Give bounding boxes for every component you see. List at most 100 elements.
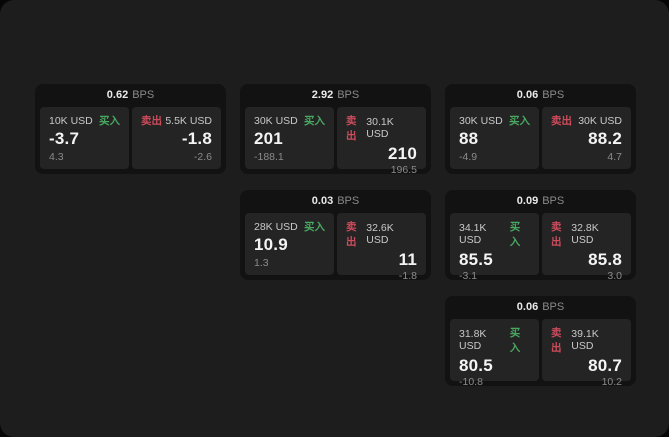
- buy-price: 80.5: [459, 356, 493, 375]
- buy-amount: 10K USD: [49, 114, 93, 127]
- bps-unit-label: BPS: [132, 89, 155, 101]
- buy-price: 88: [459, 129, 479, 148]
- sell-tile[interactable]: 卖出 39.1K USD 80.7 10.2: [542, 319, 631, 388]
- sell-delta: 3.0: [607, 270, 622, 282]
- quote-panels: 10K USD 买入 -3.7 4.3 卖出 5.5K USD -1.8 -2.…: [40, 107, 221, 169]
- bps-unit-label: BPS: [542, 301, 565, 313]
- buy-delta: 4.3: [49, 151, 64, 163]
- buy-side-label: 买入: [304, 115, 325, 127]
- sell-tile-header: 卖出 39.1K USD: [551, 325, 622, 355]
- quote-card: 0.03 BPS 28K USD 买入 10.9 1.3 卖出 32.6K US…: [240, 190, 431, 282]
- buy-amount: 28K USD: [254, 220, 298, 233]
- buy-amount: 30K USD: [459, 114, 503, 127]
- buy-delta: 1.3: [254, 257, 269, 269]
- quote-panels: 31.8K USD 买入 80.5 -10.8 卖出 39.1K USD 80.…: [450, 319, 631, 388]
- bps-unit-label: BPS: [337, 195, 360, 207]
- bps-value: 0.62: [106, 89, 129, 101]
- buy-tile-header: 10K USD 买入: [49, 113, 120, 128]
- sell-tile[interactable]: 卖出 30.1K USD 210 196.5: [337, 107, 426, 176]
- sell-amount: 39.1K USD: [571, 328, 599, 352]
- cards-grid: 0.62 BPS 10K USD 买入 -3.7 4.3 卖出 5.5K USD…: [35, 84, 636, 388]
- sell-tile[interactable]: 卖出 32.6K USD 11 -1.8: [337, 213, 426, 282]
- buy-tile-header: 34.1K USD 买入: [459, 219, 530, 249]
- bps-value: 0.03: [311, 195, 334, 207]
- bps-unit-label: BPS: [337, 89, 360, 101]
- sell-amount: 30K USD: [578, 114, 622, 127]
- sell-side-label: 卖出: [551, 221, 562, 248]
- sell-delta: 10.2: [601, 376, 622, 388]
- sell-price: 88.2: [588, 129, 622, 148]
- buy-side-label: 买入: [99, 115, 120, 127]
- sell-tile-header: 卖出 5.5K USD: [141, 113, 212, 128]
- sell-price: 85.8: [588, 250, 622, 269]
- sell-side-label: 卖出: [141, 115, 162, 127]
- buy-tile[interactable]: 10K USD 买入 -3.7 4.3: [40, 107, 129, 169]
- buy-side-label: 买入: [304, 221, 325, 233]
- buy-amount: 31.8K USD: [459, 328, 487, 352]
- sell-delta: 4.7: [607, 151, 622, 163]
- buy-amount: 34.1K USD: [459, 222, 487, 246]
- bps-unit-label: BPS: [542, 195, 565, 207]
- buy-tile-header: 30K USD 买入: [459, 113, 530, 128]
- sell-amount: 32.8K USD: [571, 222, 599, 246]
- card-header: 0.06 BPS: [450, 296, 631, 319]
- sell-amount: 5.5K USD: [165, 114, 212, 127]
- sell-price: 210: [388, 144, 417, 163]
- quote-card: 0.06 BPS 30K USD 买入 88 -4.9 卖出 30K USD 8…: [445, 84, 636, 174]
- buy-amount: 30K USD: [254, 114, 298, 127]
- buy-price: 201: [254, 129, 283, 148]
- sell-tile[interactable]: 卖出 32.8K USD 85.8 3.0: [542, 213, 631, 282]
- buy-delta: -3.1: [459, 270, 478, 282]
- quote-card: 0.09 BPS 34.1K USD 买入 85.5 -3.1 卖出 32.8K…: [445, 190, 636, 282]
- sell-delta: -2.6: [193, 151, 212, 163]
- buy-side-label: 买入: [509, 221, 521, 248]
- buy-tile[interactable]: 34.1K USD 买入 85.5 -3.1: [450, 213, 539, 282]
- buy-delta: -4.9: [459, 151, 478, 163]
- quote-card: 0.62 BPS 10K USD 买入 -3.7 4.3 卖出 5.5K USD…: [35, 84, 226, 174]
- sell-tile[interactable]: 卖出 30K USD 88.2 4.7: [542, 107, 631, 169]
- buy-price: 10.9: [254, 235, 288, 254]
- buy-side-label: 买入: [509, 115, 530, 127]
- bps-value: 0.06: [516, 89, 539, 101]
- bps-value: 0.06: [516, 301, 539, 313]
- sell-delta: -1.8: [398, 270, 417, 282]
- bps-value: 2.92: [311, 89, 334, 101]
- sell-delta: 196.5: [390, 164, 417, 176]
- card-header: 2.92 BPS: [245, 84, 426, 107]
- buy-tile[interactable]: 28K USD 买入 10.9 1.3: [245, 213, 334, 275]
- quote-panels: 30K USD 买入 201 -188.1 卖出 30.1K USD 210 1…: [245, 107, 426, 176]
- quote-card: 2.92 BPS 30K USD 买入 201 -188.1 卖出 30.1K …: [240, 84, 431, 176]
- sell-tile-header: 卖出 32.6K USD: [346, 219, 417, 249]
- card-header: 0.62 BPS: [40, 84, 221, 107]
- sell-tile[interactable]: 卖出 5.5K USD -1.8 -2.6: [132, 107, 221, 169]
- sell-price: 11: [398, 250, 417, 269]
- buy-tile-header: 28K USD 买入: [254, 219, 325, 234]
- buy-tile[interactable]: 30K USD 买入 88 -4.9: [450, 107, 539, 169]
- buy-price: -3.7: [49, 129, 80, 148]
- card-header: 0.03 BPS: [245, 190, 426, 213]
- quote-panels: 28K USD 买入 10.9 1.3 卖出 32.6K USD 11 -1.8: [245, 213, 426, 282]
- buy-tile-header: 30K USD 买入: [254, 113, 325, 128]
- sell-side-label: 卖出: [346, 115, 357, 142]
- card-header: 0.06 BPS: [450, 84, 631, 107]
- buy-side-label: 买入: [509, 327, 521, 354]
- sell-tile-header: 卖出 30.1K USD: [346, 113, 417, 143]
- bps-value: 0.09: [516, 195, 539, 207]
- card-header: 0.09 BPS: [450, 190, 631, 213]
- buy-delta: -10.8: [459, 376, 483, 388]
- buy-price: 85.5: [459, 250, 493, 269]
- sell-side-label: 卖出: [551, 115, 572, 127]
- sell-price: -1.8: [181, 129, 212, 148]
- sell-tile-header: 卖出 30K USD: [551, 113, 622, 128]
- sell-side-label: 卖出: [551, 327, 562, 354]
- sell-amount: 30.1K USD: [366, 116, 394, 140]
- buy-delta: -188.1: [254, 151, 284, 163]
- buy-tile-header: 31.8K USD 买入: [459, 325, 530, 355]
- quote-card: 0.06 BPS 31.8K USD 买入 80.5 -10.8 卖出 39.1…: [445, 296, 636, 388]
- sell-amount: 32.6K USD: [366, 222, 394, 246]
- quote-panels: 34.1K USD 买入 85.5 -3.1 卖出 32.8K USD 85.8…: [450, 213, 631, 282]
- sell-price: 80.7: [588, 356, 622, 375]
- buy-tile[interactable]: 30K USD 买入 201 -188.1: [245, 107, 334, 169]
- buy-tile[interactable]: 31.8K USD 买入 80.5 -10.8: [450, 319, 539, 388]
